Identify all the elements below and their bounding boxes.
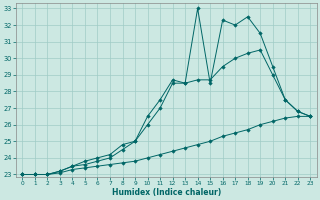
X-axis label: Humidex (Indice chaleur): Humidex (Indice chaleur)	[112, 188, 221, 197]
